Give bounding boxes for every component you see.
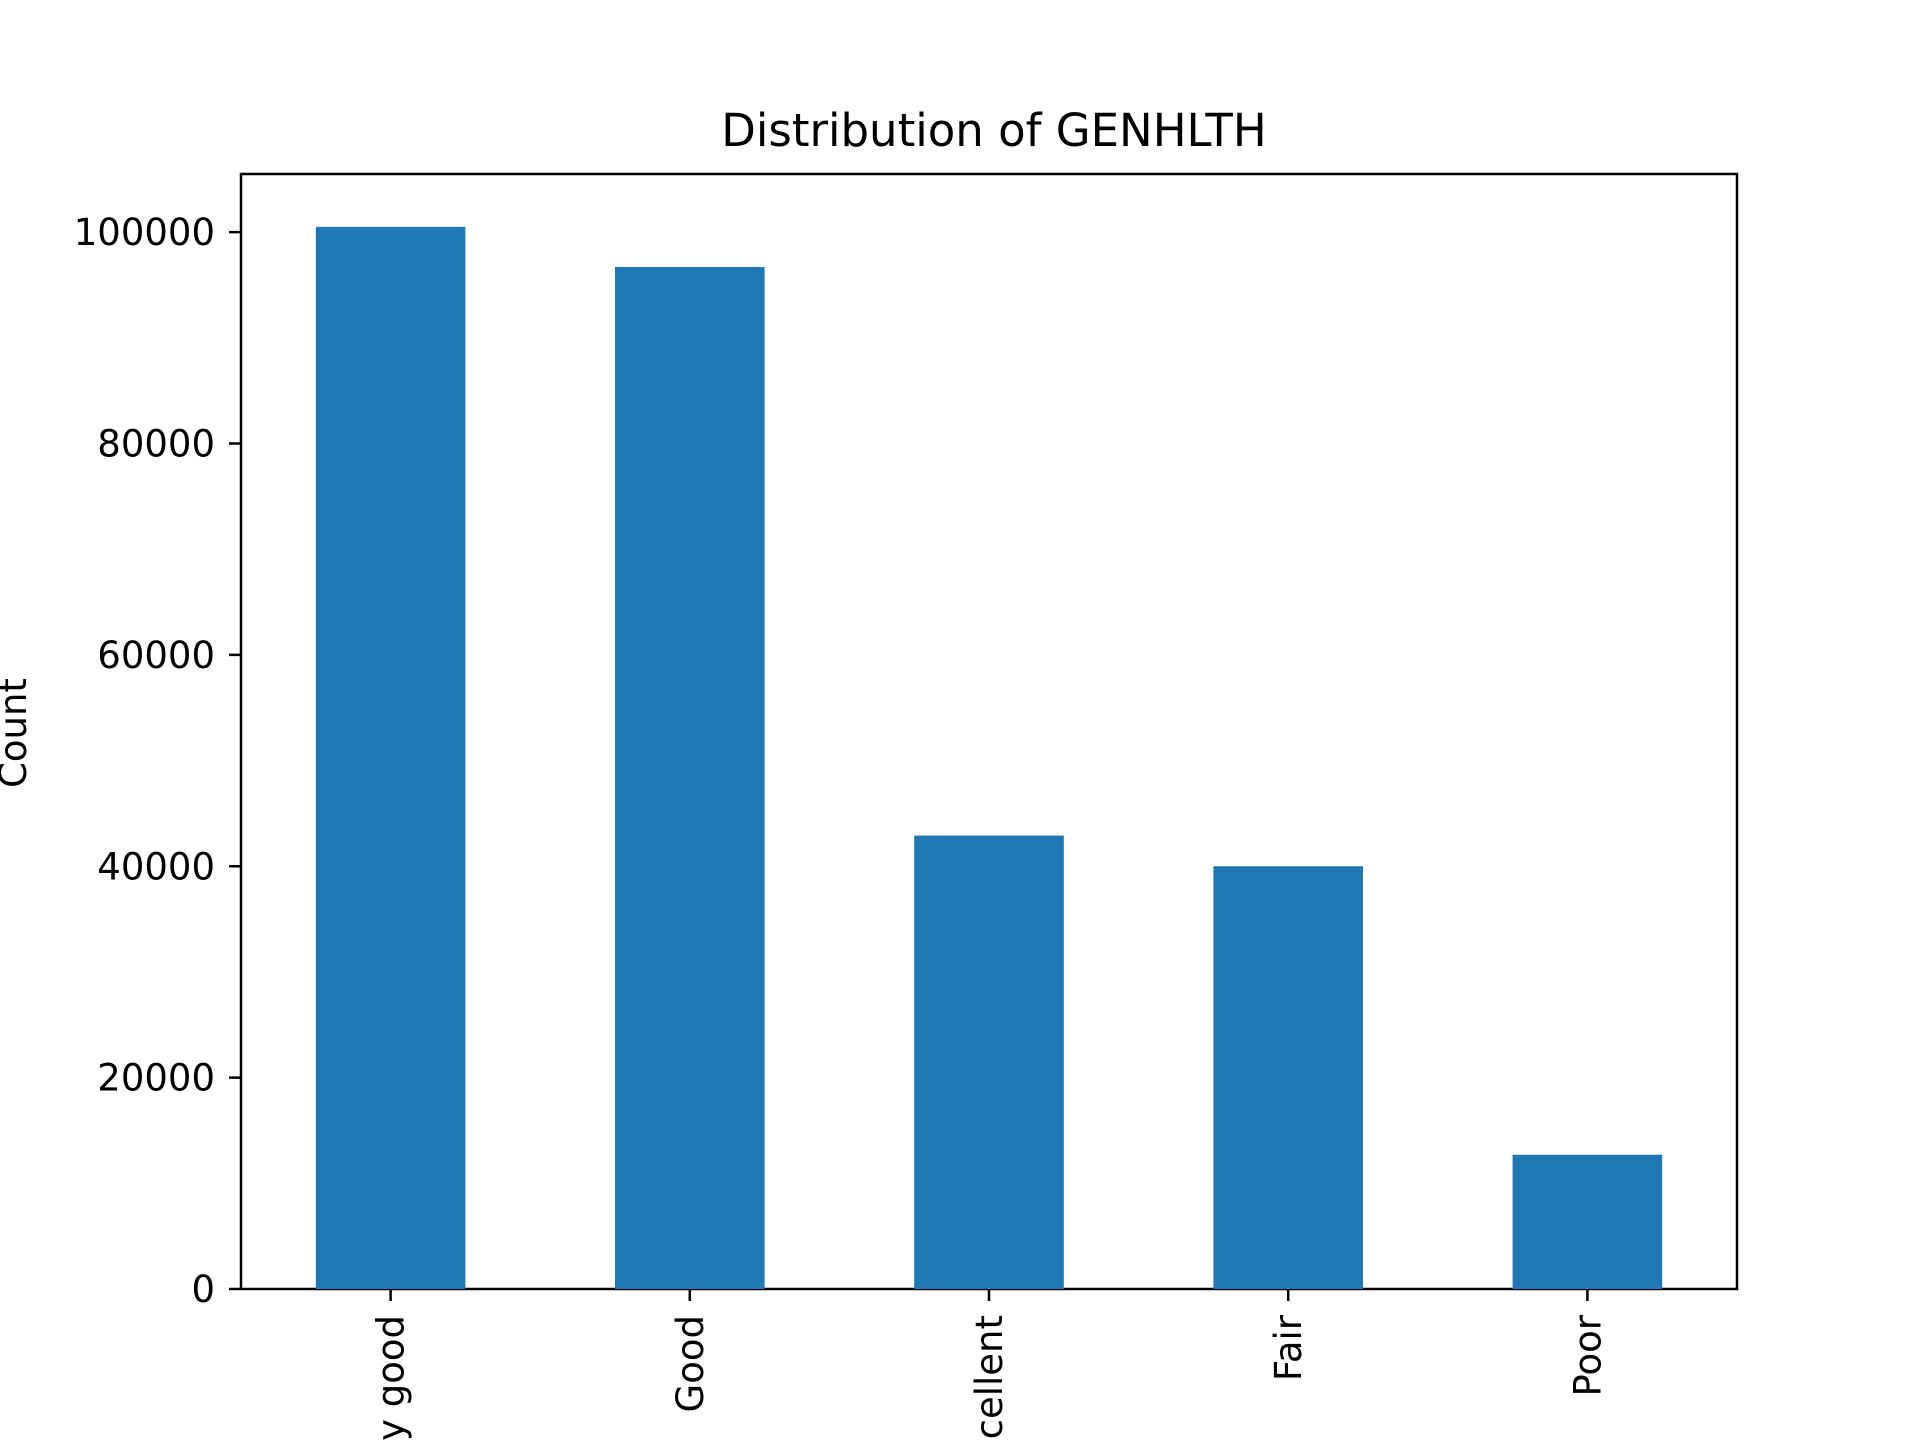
x-axis: Very good Good Excellent Fair Poor: [370, 1289, 1609, 1445]
y-tick-label: 0: [191, 1268, 215, 1311]
bar-excellent: [914, 835, 1064, 1289]
y-axis-label: Count: [0, 678, 35, 788]
y-tick-label: 20000: [97, 1057, 215, 1100]
x-tick-label: Very good: [370, 1315, 413, 1440]
y-tick-label: 100000: [74, 211, 215, 254]
bar-good: [615, 267, 765, 1289]
x-tick-label: Good: [669, 1315, 712, 1412]
bars: [315, 226, 1663, 1289]
y-tick-label: 40000: [97, 845, 215, 888]
bar-fair: [1213, 866, 1363, 1289]
bar-very-good: [315, 226, 466, 1289]
y-tick-label: 60000: [97, 634, 215, 677]
y-tick-label: 80000: [97, 423, 215, 466]
y-axis: 0 20000 40000 60000 80000 100000: [74, 211, 241, 1311]
x-tick-label: Poor: [1566, 1314, 1609, 1396]
chart-title: Distribution of GENHLTH: [721, 104, 1267, 157]
x-tick-label: Excellent: [968, 1315, 1011, 1440]
bar-poor: [1512, 1154, 1663, 1289]
x-tick-label: Fair: [1267, 1314, 1310, 1381]
